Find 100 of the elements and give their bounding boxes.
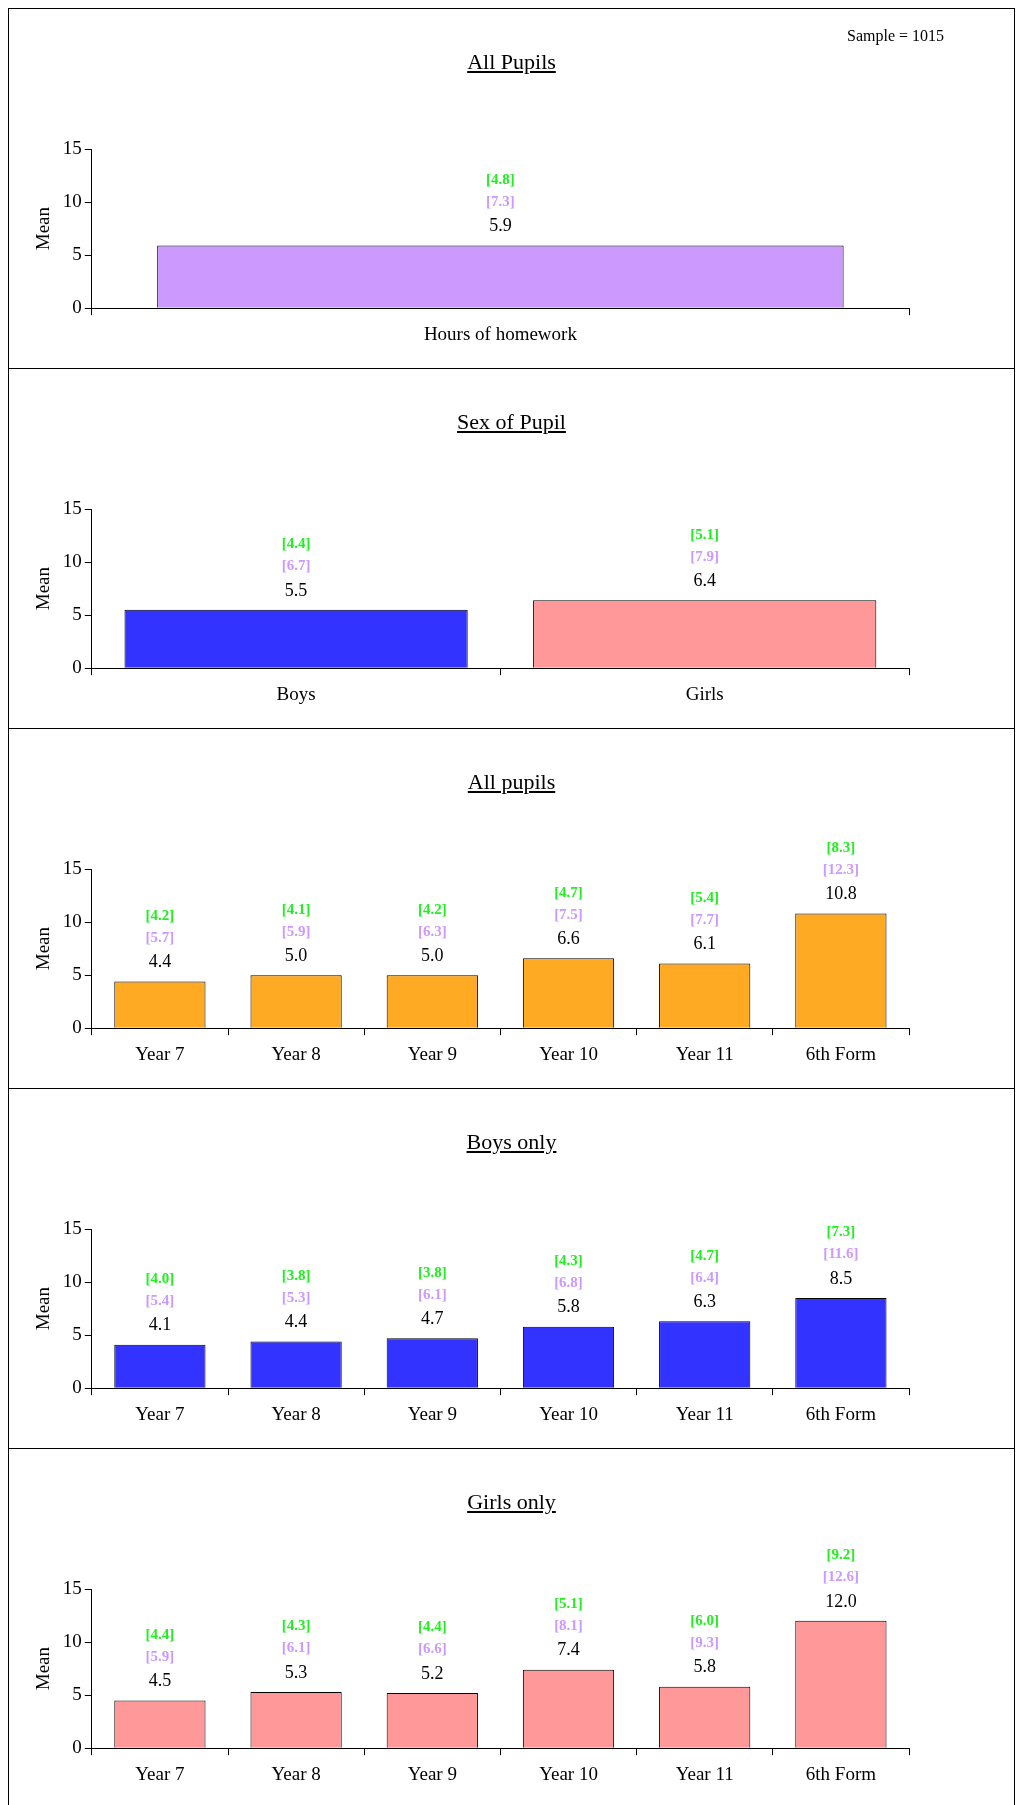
y-tick-label: 15 [62,1576,82,1598]
annotation: [5.4] [690,888,720,905]
annotation: [11.6] [823,1245,859,1262]
y-axis-title: Mean [32,206,54,251]
data-label: 5.5 [284,579,308,600]
annotation: [12.3] [822,860,860,877]
data-label: 12.0 [825,1590,857,1611]
annotation: [6.1] [281,1639,311,1656]
text: [12.6] [822,1568,860,1585]
x-tick-label: Year 9 [407,1042,457,1064]
annotation: [6.8] [554,1274,583,1291]
x-tick-label: Year 8 [271,1042,321,1064]
annotation: [4.2] [145,906,175,923]
y-tick-label: 5 [72,1323,82,1345]
x-tick-label: Year 11 [675,1402,734,1424]
data-label: 5.3 [284,1661,308,1682]
x-tick-label: 6th Form [805,1042,877,1064]
annotation: [7.3] [486,192,515,209]
y-axis-title: Mean [32,1646,54,1691]
y-axis-title: Mean [32,926,54,971]
annotation: [4.3] [281,1617,311,1634]
y-axis-title: Mean [32,566,54,611]
annotation: [5.9] [281,922,311,939]
annotation: [5.4] [145,1292,175,1309]
y-tick-label: 5 [72,603,82,625]
data-label: 5.8 [693,1656,716,1677]
y-tick-label: 15 [62,136,82,158]
data-label: 5.9 [489,215,512,236]
x-tick-label: Year 11 [675,1042,734,1064]
y-tick-label: 5 [72,1683,82,1705]
annotation: [6.7] [281,557,311,574]
annotation: [4.1] [281,900,311,917]
x-tick-label: Boys [276,682,316,704]
x-tick-label: Year 10 [539,1402,598,1424]
annotation: [4.7] [690,1246,720,1263]
chart-title: Girls only [466,1489,557,1515]
annotation: [4.0] [145,1270,175,1287]
annotation: [3.8] [281,1266,311,1283]
y-tick-label: 10 [62,550,82,572]
y-tick-label: 5 [72,963,82,985]
annotation: [4.8] [486,170,515,187]
y-tick-label: 10 [62,910,82,932]
x-tick-label: Year 7 [135,1042,185,1064]
y-tick-label: 10 [62,1270,82,1292]
x-tick-label: Year 10 [539,1042,598,1064]
y-tick-label: 0 [72,296,82,318]
data-label: 5.2 [421,1662,444,1683]
y-axis-title: Mean [32,1286,54,1331]
x-tick-label: Year 9 [407,1402,457,1424]
annotation: [6.0] [690,1612,720,1629]
y-tick-label: 0 [72,1376,82,1398]
data-label: 4.5 [148,1670,172,1691]
y-tick-label: 15 [62,856,82,878]
data-label: 7.4 [557,1639,580,1660]
data-label: 8.5 [829,1267,853,1288]
y-tick-label: 15 [62,1216,82,1238]
y-tick-label: 15 [62,496,82,518]
chart-title: All Pupils [466,49,557,75]
y-tick-label: 0 [72,1736,82,1758]
x-tick-label: Year 9 [407,1762,457,1784]
annotation: [5.7] [145,928,175,945]
annotation: [6.4] [690,1268,720,1285]
annotation: [7.7] [690,910,720,927]
chart-title: All pupils [466,769,557,795]
data-label: 5.8 [557,1296,580,1317]
annotation: [6.1] [417,1285,447,1302]
annotation: [7.5] [554,905,583,922]
data-label: 5.0 [421,944,444,965]
data-label: 6.1 [693,933,716,954]
x-tick-label: Year 11 [675,1762,734,1784]
text: [8.3] [826,838,856,855]
annotation: [5.1] [554,1595,583,1612]
x-tick-label: 6th Form [805,1402,877,1424]
annotation: [5.3] [281,1288,311,1305]
chart-title: Sex of Pupil [456,409,567,435]
x-tick-label: Year 7 [135,1762,185,1784]
annotation: [5.9] [145,1647,175,1664]
x-tick-label: Year 8 [271,1402,321,1424]
data-label: 6.6 [557,927,580,948]
y-tick-label: 0 [72,656,82,678]
data-label: 4.4 [284,1311,308,1332]
annotation: [4.4] [145,1625,175,1642]
annotation: [6.6] [417,1640,447,1657]
data-label: 4.1 [148,1314,172,1335]
annotation: [4.7] [554,883,583,900]
x-tick-label: Year 7 [135,1402,185,1424]
data-label: 4.4 [148,951,172,972]
annotation: [8.1] [554,1617,583,1634]
text: [9.2] [826,1546,856,1563]
text: Sample = 1015 [846,27,944,45]
annotation: [4.4] [417,1618,447,1635]
x-tick-label: Year 10 [539,1762,598,1784]
annotation: [4.4] [281,535,311,552]
annotation: [4.3] [554,1252,583,1269]
annotation: [4.2] [417,900,447,917]
data-label: 4.7 [421,1308,444,1329]
y-tick-label: 5 [72,243,82,265]
data-label: 6.3 [693,1291,716,1312]
y-tick-label: 0 [72,1016,82,1038]
chart-title: Boys only [465,1129,558,1155]
